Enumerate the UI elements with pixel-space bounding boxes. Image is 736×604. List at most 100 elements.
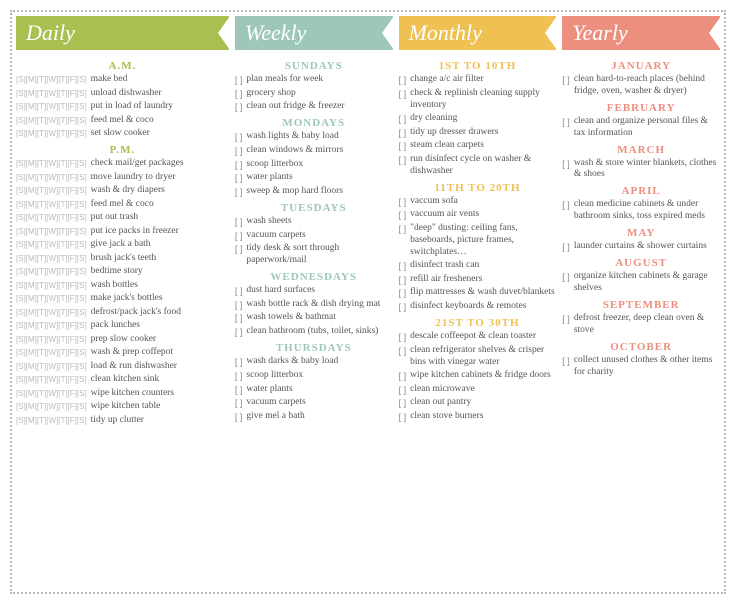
checkbox[interactable]: [ ] [235,230,243,242]
checkbox[interactable]: [ ] [399,223,407,235]
checkbox[interactable]: [ ] [235,285,243,297]
list-item: [S][M][T][W][T][F][S]brush jack's teeth [16,253,229,265]
checkbox[interactable]: [ ] [562,271,570,283]
day-checkboxes[interactable]: [S][M][T][W][T][F][S] [16,415,87,427]
checkbox[interactable]: [ ] [235,88,243,100]
day-checkboxes[interactable]: [S][M][T][W][T][F][S] [16,172,87,184]
day-checkboxes[interactable]: [S][M][T][W][T][F][S] [16,88,87,100]
checkbox[interactable]: [ ] [235,411,243,423]
checkbox[interactable]: [ ] [562,355,570,367]
list-item: [ ]clean microwave [399,384,557,396]
checkbox[interactable]: [ ] [399,301,407,313]
checkbox[interactable]: [ ] [235,370,243,382]
list-item: [ ]descale coffeepot & clean toaster [399,331,557,343]
checkbox[interactable]: [ ] [399,331,407,343]
checkbox[interactable]: [ ] [235,299,243,311]
list-item: [ ]wash lights & baby load [235,131,393,143]
checkbox[interactable]: [ ] [235,74,243,86]
day-checkboxes[interactable]: [S][M][T][W][T][F][S] [16,266,87,278]
day-checkboxes[interactable]: [S][M][T][W][T][F][S] [16,374,87,386]
day-checkboxes[interactable]: [S][M][T][W][T][F][S] [16,307,87,319]
item-text: check & replinish cleaning supply invent… [410,88,556,112]
day-checkboxes[interactable]: [S][M][T][W][T][F][S] [16,212,87,224]
checkbox[interactable]: [ ] [562,241,570,253]
checkbox[interactable]: [ ] [562,158,570,170]
checkbox[interactable]: [ ] [235,145,243,157]
item-text: water plants [246,384,392,396]
checkbox[interactable]: [ ] [399,113,407,125]
day-checkboxes[interactable]: [S][M][T][W][T][F][S] [16,253,87,265]
checkbox[interactable]: [ ] [562,313,570,325]
item-text: run disinfect cycle on washer & dishwash… [410,154,556,178]
checkbox[interactable]: [ ] [399,345,407,357]
checkbox[interactable]: [ ] [235,312,243,324]
section-title: 21ST TO 30TH [399,317,557,329]
checkbox[interactable]: [ ] [399,88,407,100]
day-checkboxes[interactable]: [S][M][T][W][T][F][S] [16,361,87,373]
item-text: wash towels & bathmat [246,312,392,324]
checkbox[interactable]: [ ] [399,209,407,221]
section-title: AUGUST [562,257,720,269]
list-item: [ ]clean medicine cabinets & under bathr… [562,199,720,223]
day-checkboxes[interactable]: [S][M][T][W][T][F][S] [16,320,87,332]
checkbox[interactable]: [ ] [235,243,243,255]
item-text: dust hard surfaces [246,285,392,297]
checkbox[interactable]: [ ] [235,397,243,409]
checkbox[interactable]: [ ] [235,131,243,143]
day-checkboxes[interactable]: [S][M][T][W][T][F][S] [16,293,87,305]
checkbox[interactable]: [ ] [562,199,570,211]
checkbox[interactable]: [ ] [235,186,243,198]
day-checkboxes[interactable]: [S][M][T][W][T][F][S] [16,74,87,86]
checkbox[interactable]: [ ] [562,116,570,128]
checkbox[interactable]: [ ] [399,384,407,396]
section-title: SUNDAYS [235,60,393,72]
checkbox[interactable]: [ ] [399,287,407,299]
column-yearly: YearlyJANUARY[ ]clean hard-to-reach plac… [562,16,720,588]
list-item: [S][M][T][W][T][F][S]pack lunches [16,320,229,332]
checkbox[interactable]: [ ] [399,397,407,409]
checkbox[interactable]: [ ] [235,216,243,228]
checkbox[interactable]: [ ] [399,196,407,208]
list-item: [S][M][T][W][T][F][S]put out trash [16,212,229,224]
item-text: put in load of laundry [91,101,229,113]
section-title: FEBRUARY [562,102,720,114]
day-checkboxes[interactable]: [S][M][T][W][T][F][S] [16,388,87,400]
checkbox[interactable]: [ ] [399,370,407,382]
item-text: tidy desk & sort through paperwork/mail [246,243,392,267]
list-item: [ ]tidy up dresser drawers [399,127,557,139]
item-text: clean hard-to-reach places (behind fridg… [574,74,720,98]
checkbox[interactable]: [ ] [235,356,243,368]
day-checkboxes[interactable]: [S][M][T][W][T][F][S] [16,185,87,197]
checkbox[interactable]: [ ] [399,154,407,166]
checkbox[interactable]: [ ] [235,326,243,338]
checkbox[interactable]: [ ] [235,101,243,113]
checkbox[interactable]: [ ] [399,411,407,423]
checkbox[interactable]: [ ] [235,172,243,184]
item-list: [S][M][T][W][T][F][S]check mail/get pack… [16,158,229,427]
column-daily: DailyA.M.[S][M][T][W][T][F][S]make bed[S… [16,16,229,588]
item-list: [ ]vaccum sofa[ ]vaccuum air vents[ ]"de… [399,196,557,313]
day-checkboxes[interactable]: [S][M][T][W][T][F][S] [16,115,87,127]
checkbox[interactable]: [ ] [399,260,407,272]
list-item: [S][M][T][W][T][F][S]wash & prep coffepo… [16,347,229,359]
day-checkboxes[interactable]: [S][M][T][W][T][F][S] [16,128,87,140]
day-checkboxes[interactable]: [S][M][T][W][T][F][S] [16,280,87,292]
day-checkboxes[interactable]: [S][M][T][W][T][F][S] [16,199,87,211]
checkbox[interactable]: [ ] [399,74,407,86]
checkbox[interactable]: [ ] [399,127,407,139]
day-checkboxes[interactable]: [S][M][T][W][T][F][S] [16,347,87,359]
checkbox[interactable]: [ ] [235,159,243,171]
checkbox[interactable]: [ ] [562,74,570,86]
list-item: [S][M][T][W][T][F][S]feed mel & coco [16,199,229,211]
list-item: [ ]dry cleaning [399,113,557,125]
day-checkboxes[interactable]: [S][M][T][W][T][F][S] [16,401,87,413]
day-checkboxes[interactable]: [S][M][T][W][T][F][S] [16,226,87,238]
checkbox[interactable]: [ ] [399,140,407,152]
checkbox[interactable]: [ ] [235,384,243,396]
day-checkboxes[interactable]: [S][M][T][W][T][F][S] [16,334,87,346]
day-checkboxes[interactable]: [S][M][T][W][T][F][S] [16,158,87,170]
checkbox[interactable]: [ ] [399,274,407,286]
day-checkboxes[interactable]: [S][M][T][W][T][F][S] [16,239,87,251]
day-checkboxes[interactable]: [S][M][T][W][T][F][S] [16,101,87,113]
item-list: [ ]organize kitchen cabinets & garage sh… [562,271,720,295]
